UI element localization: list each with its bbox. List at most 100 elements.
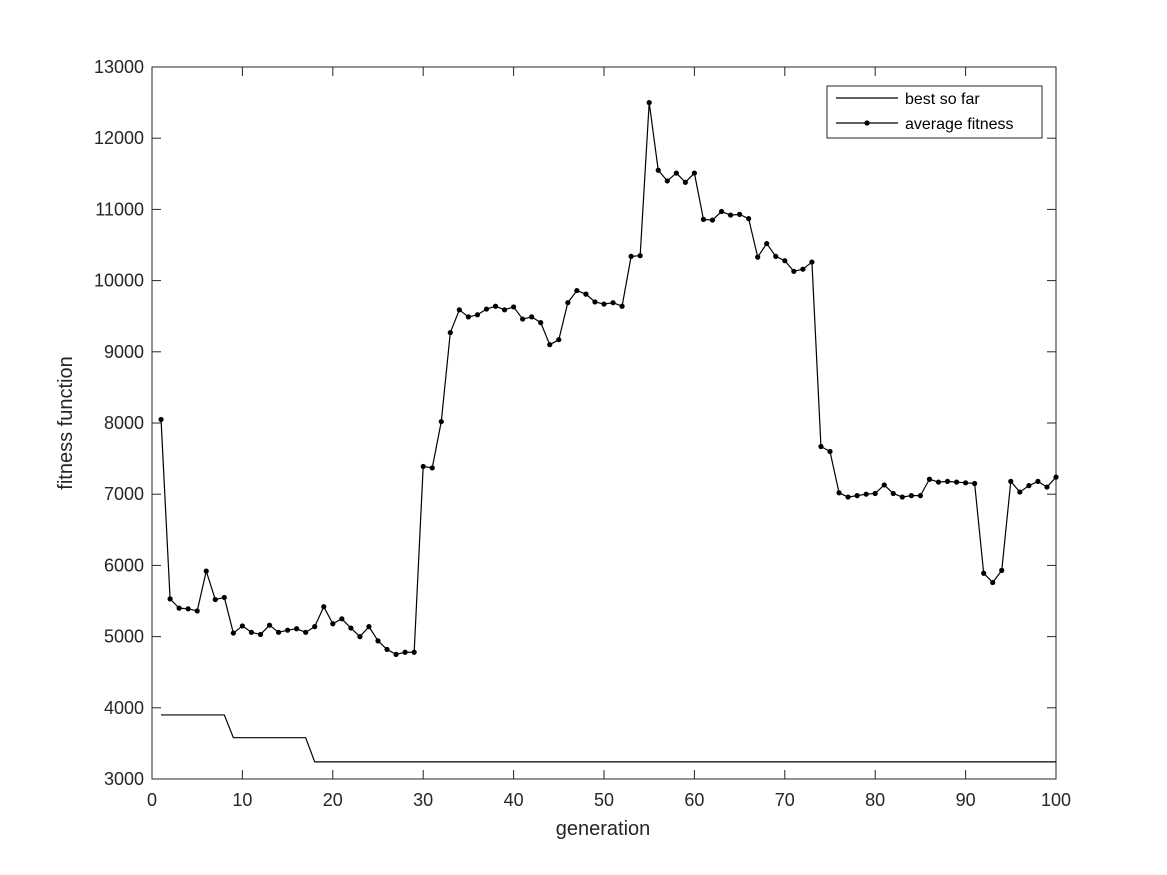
data-point-average-fitness	[565, 300, 571, 306]
data-point-average-fitness	[999, 567, 1005, 573]
x-tick-label: 60	[684, 790, 704, 810]
data-point-average-fitness	[348, 625, 354, 631]
data-point-average-fitness	[953, 479, 960, 485]
data-point-average-fitness	[800, 266, 806, 272]
data-point-average-fitness	[854, 493, 860, 499]
series-line-best-so-far	[161, 714, 1056, 763]
data-point-average-fitness	[221, 594, 227, 601]
data-point-average-fitness	[990, 579, 996, 586]
data-point-average-fitness	[176, 605, 182, 611]
data-point-average-fitness	[746, 216, 752, 222]
y-tick-label: 10000	[94, 271, 144, 291]
data-point-average-fitness	[881, 482, 887, 488]
x-tick-label: 0	[147, 790, 157, 810]
data-point-average-fitness	[655, 167, 661, 173]
data-point-average-fitness	[158, 416, 164, 423]
data-point-average-fitness	[248, 629, 255, 635]
x-tick-label: 30	[413, 790, 433, 810]
x-tick-label: 10	[232, 790, 252, 810]
data-point-average-fitness	[782, 258, 788, 264]
legend-box	[826, 85, 1043, 139]
y-tick-label: 3000	[104, 769, 144, 789]
data-point-average-fitness	[899, 494, 905, 500]
data-point-average-fitness	[1035, 478, 1041, 484]
data-point-average-fitness	[791, 268, 797, 274]
x-axis-label: generation	[556, 818, 651, 840]
y-tick-label: 5000	[104, 627, 144, 647]
data-point-average-fitness	[285, 627, 291, 633]
data-point-average-fitness	[529, 314, 535, 320]
data-point-average-fitness	[483, 306, 490, 312]
data-point-average-fitness	[339, 616, 345, 622]
data-point-average-fitness	[863, 491, 869, 497]
x-tick-label: 80	[865, 790, 885, 810]
y-tick-label: 11000	[95, 199, 144, 219]
data-point-average-fitness	[556, 337, 562, 343]
data-point-average-fitness	[845, 494, 851, 500]
x-tick-label: 90	[956, 790, 976, 810]
data-point-average-fitness	[718, 208, 725, 215]
data-point-average-fitness	[357, 634, 363, 640]
data-point-average-fitness	[321, 604, 327, 610]
data-point-average-fitness	[610, 300, 616, 306]
data-point-average-fitness	[827, 448, 833, 455]
data-point-average-fitness	[266, 622, 273, 628]
data-point-average-fitness	[239, 623, 245, 629]
data-point-average-fitness	[709, 217, 716, 223]
data-point-average-fitness	[773, 253, 779, 259]
data-point-average-fitness	[366, 624, 372, 630]
legend-label-best-so-far: best so far	[905, 91, 980, 108]
series-line-average-fitness	[160, 101, 1057, 656]
data-point-average-fitness	[420, 463, 426, 470]
data-point-average-fitness	[700, 216, 707, 222]
data-point-average-fitness	[646, 100, 652, 106]
data-point-average-fitness	[501, 307, 508, 313]
plot-area	[151, 66, 1057, 780]
data-point-average-fitness	[1017, 489, 1023, 495]
data-point-average-fitness	[167, 596, 173, 602]
data-point-average-fitness	[574, 287, 580, 294]
data-point-average-fitness	[492, 303, 499, 309]
data-point-average-fitness	[972, 480, 978, 487]
data-point-average-fitness	[592, 299, 598, 305]
legend-marker-average-fitness	[864, 120, 870, 126]
data-point-average-fitness	[456, 307, 462, 313]
data-point-average-fitness	[330, 621, 336, 627]
data-point-average-fitness	[673, 170, 679, 176]
data-point-average-fitness	[185, 606, 191, 612]
data-point-average-fitness	[447, 329, 453, 336]
data-point-average-fitness	[737, 211, 743, 217]
y-axis-label: fitness function	[55, 356, 77, 489]
data-point-average-fitness	[294, 626, 300, 632]
data-point-average-fitness	[438, 418, 444, 425]
data-point-average-fitness	[926, 476, 933, 482]
data-point-average-fitness	[520, 316, 526, 322]
data-point-average-fitness	[628, 253, 634, 259]
data-point-average-fitness	[384, 646, 390, 653]
data-point-average-fitness	[583, 291, 589, 297]
y-tick-label: 12000	[94, 128, 144, 148]
data-point-average-fitness	[411, 649, 417, 655]
data-point-average-fitness	[194, 608, 200, 614]
legend-label-average-fitness: average fitness	[905, 116, 1014, 133]
data-point-average-fitness	[1044, 484, 1050, 490]
data-point-average-fitness	[764, 240, 770, 247]
y-tick-label: 6000	[104, 555, 144, 575]
data-point-average-fitness	[230, 630, 236, 636]
data-point-average-fitness	[619, 303, 625, 309]
data-point-average-fitness	[303, 629, 309, 635]
data-point-average-fitness	[429, 465, 435, 471]
data-point-average-fitness	[393, 651, 399, 658]
data-point-average-fitness	[312, 624, 318, 630]
legend: best so far average fitness	[826, 85, 1043, 139]
data-point-average-fitness	[818, 443, 824, 450]
data-point-average-fitness	[727, 212, 734, 218]
x-tick-label: 50	[594, 790, 614, 810]
data-point-average-fitness	[637, 253, 643, 259]
x-tick-label: 70	[775, 790, 795, 810]
data-point-average-fitness	[981, 570, 987, 576]
x-tick-label: 40	[504, 790, 524, 810]
plot-frame	[151, 66, 1057, 780]
data-point-average-fitness	[872, 490, 878, 497]
